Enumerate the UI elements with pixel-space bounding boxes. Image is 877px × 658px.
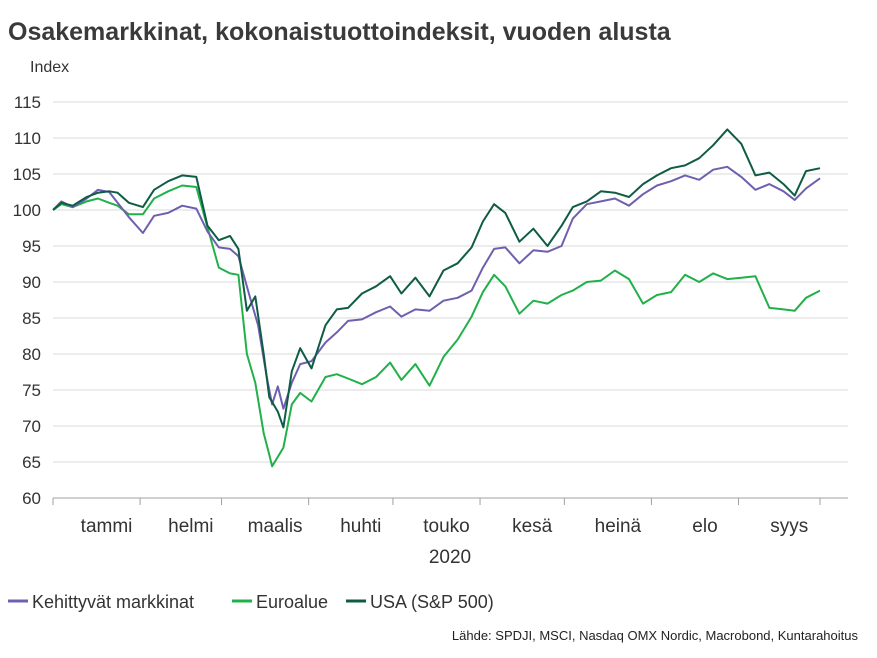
y-tick-label: 105	[13, 165, 41, 184]
y-tick-label: 95	[22, 237, 41, 256]
x-month-label: heinä	[595, 516, 642, 537]
x-month-label: tammi	[81, 516, 133, 537]
series-lines	[52, 128, 821, 468]
y-tick-label: 60	[22, 489, 41, 508]
chart-title: Osakemarkkinat, kokonaistuottoindeksit, …	[8, 18, 672, 46]
legend-label: Euroalue	[256, 592, 328, 612]
series-line-1	[52, 184, 821, 468]
x-month-label: touko	[423, 516, 469, 537]
series-line-2	[52, 128, 821, 429]
y-tick-label: 70	[22, 417, 41, 436]
x-axis: tammi helmi maalis huhti touko kesä heinä elo sy…	[52, 497, 848, 537]
x-month-label: elo	[692, 516, 717, 537]
y-axis-label: Index	[30, 59, 69, 76]
source-note: Lähde: SPDJI, MSCI, Nasdaq OMX Nordic, M…	[452, 628, 859, 643]
x-month-label: helmi	[168, 516, 213, 537]
x-month-label: maalis	[248, 516, 303, 537]
y-tick-label: 85	[22, 309, 41, 328]
series-line-0	[52, 165, 821, 410]
y-tick-label: 80	[22, 345, 41, 364]
x-month-label: kesä	[512, 516, 553, 537]
x-month-label: huhti	[340, 516, 381, 537]
legend: Kehittyvät markkinat Euroalue USA (S&P 500…	[8, 592, 494, 612]
legend-label: USA (S&P 500)	[370, 592, 494, 612]
y-tick-label: 65	[22, 453, 41, 472]
y-tick-label: 100	[13, 201, 41, 220]
x-axis-year-label: 2020	[429, 547, 471, 568]
x-month-label: syys	[770, 516, 808, 537]
legend-label: Kehittyvät markkinat	[32, 592, 194, 612]
y-tick-label: 75	[22, 381, 41, 400]
y-tick-label: 115	[14, 93, 41, 112]
y-axis-ticks: 60 65 70 75 80 85 90 95 100 105 110 115	[13, 93, 41, 508]
y-tick-label: 110	[14, 129, 41, 148]
gridlines	[53, 101, 848, 499]
y-tick-label: 90	[22, 273, 41, 292]
